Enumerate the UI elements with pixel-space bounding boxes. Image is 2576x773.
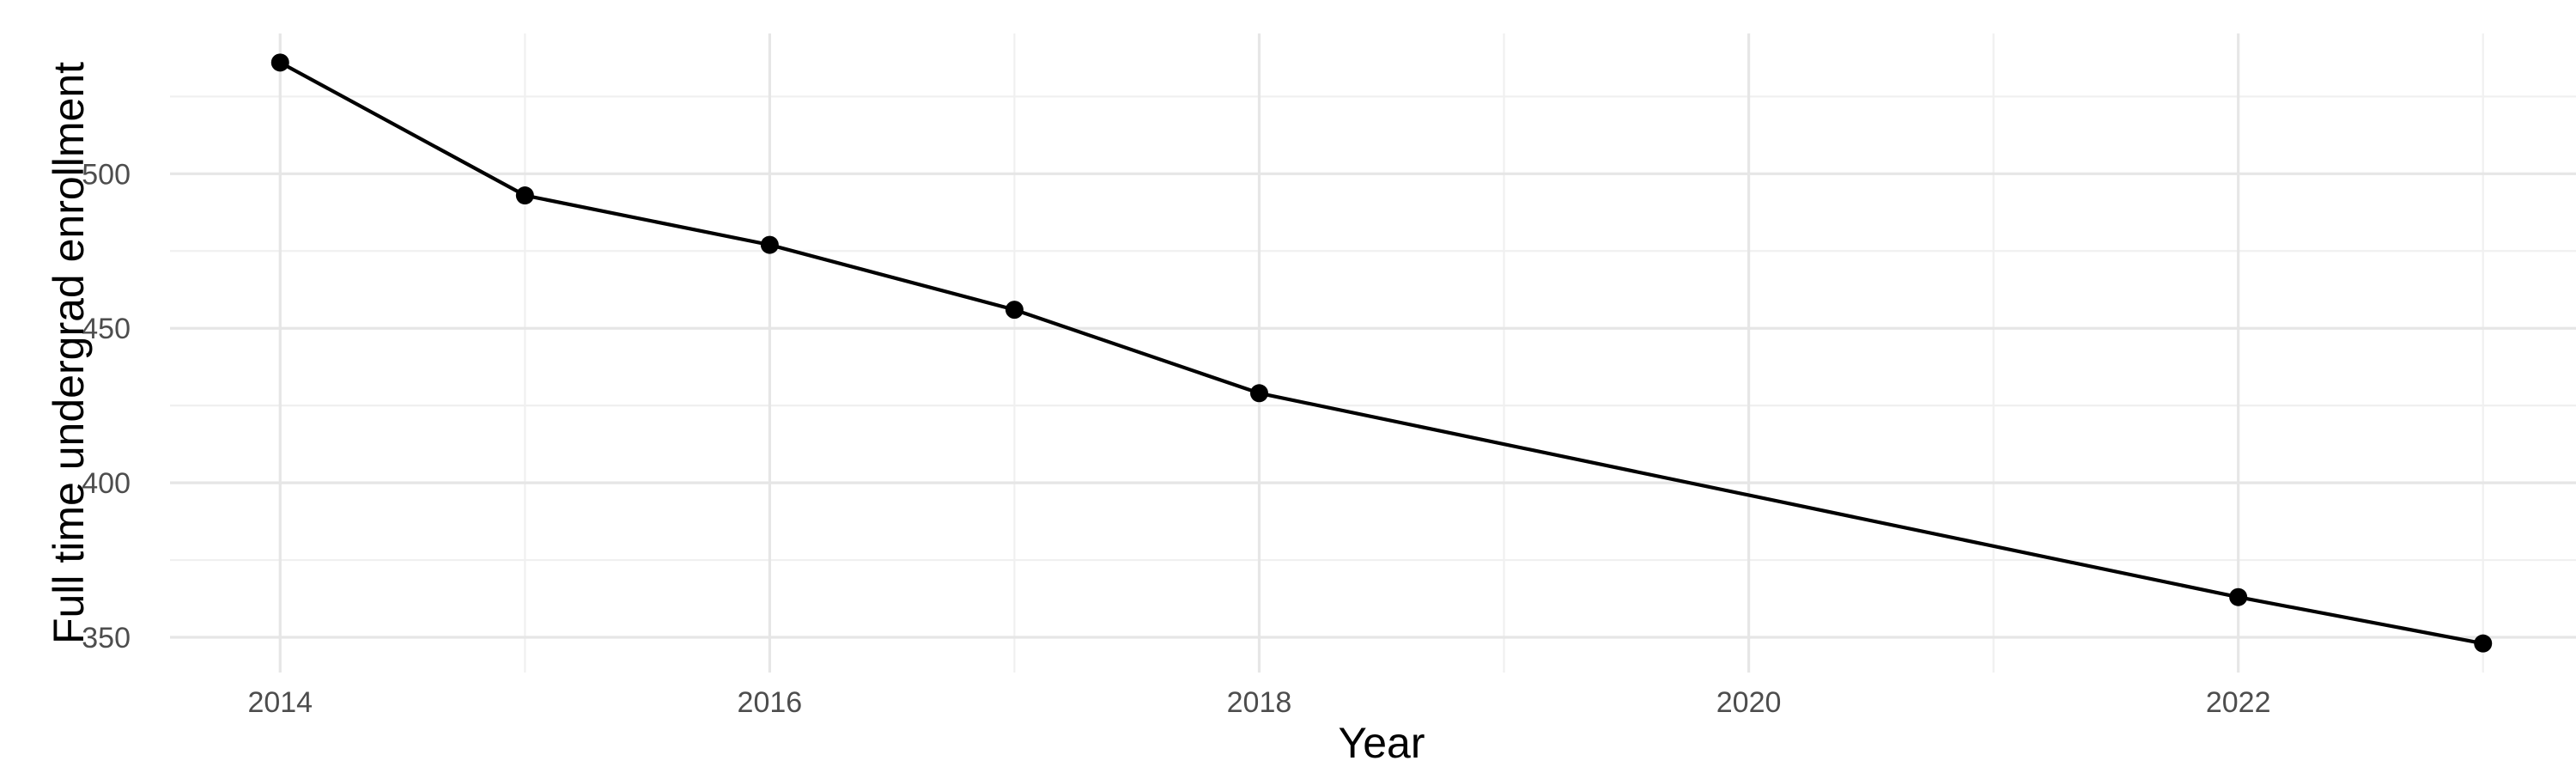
y-tick-label: 500	[82, 158, 131, 191]
x-tick-label: 2018	[1227, 686, 1292, 719]
x-tick-label: 2020	[1716, 686, 1782, 719]
y-tick-label: 450	[82, 313, 131, 345]
data-point	[2474, 634, 2493, 653]
chart-canvas: 2014 2016 2018 2020 2022 350 400 450 500	[34, 14, 2576, 773]
x-tick-label: 2022	[2206, 686, 2271, 719]
data-point	[1005, 301, 1024, 320]
data-point	[760, 235, 779, 254]
x-axis-title: Year	[1338, 719, 1425, 767]
y-tick-label: 350	[82, 622, 131, 654]
data-point	[515, 186, 534, 205]
data-point	[270, 53, 289, 72]
data-point	[1249, 384, 1268, 403]
x-tick-label: 2016	[738, 686, 803, 719]
x-tick-label: 2014	[247, 686, 313, 719]
plot-background	[34, 14, 2576, 773]
y-tick-label: 400	[82, 467, 131, 500]
y-axis-title: Full time undergrad enrollment	[45, 61, 93, 645]
enrollment-line-chart: 2014 2016 2018 2020 2022 350 400 450 500 Full ti…	[34, 14, 2576, 773]
data-point	[2229, 587, 2248, 606]
